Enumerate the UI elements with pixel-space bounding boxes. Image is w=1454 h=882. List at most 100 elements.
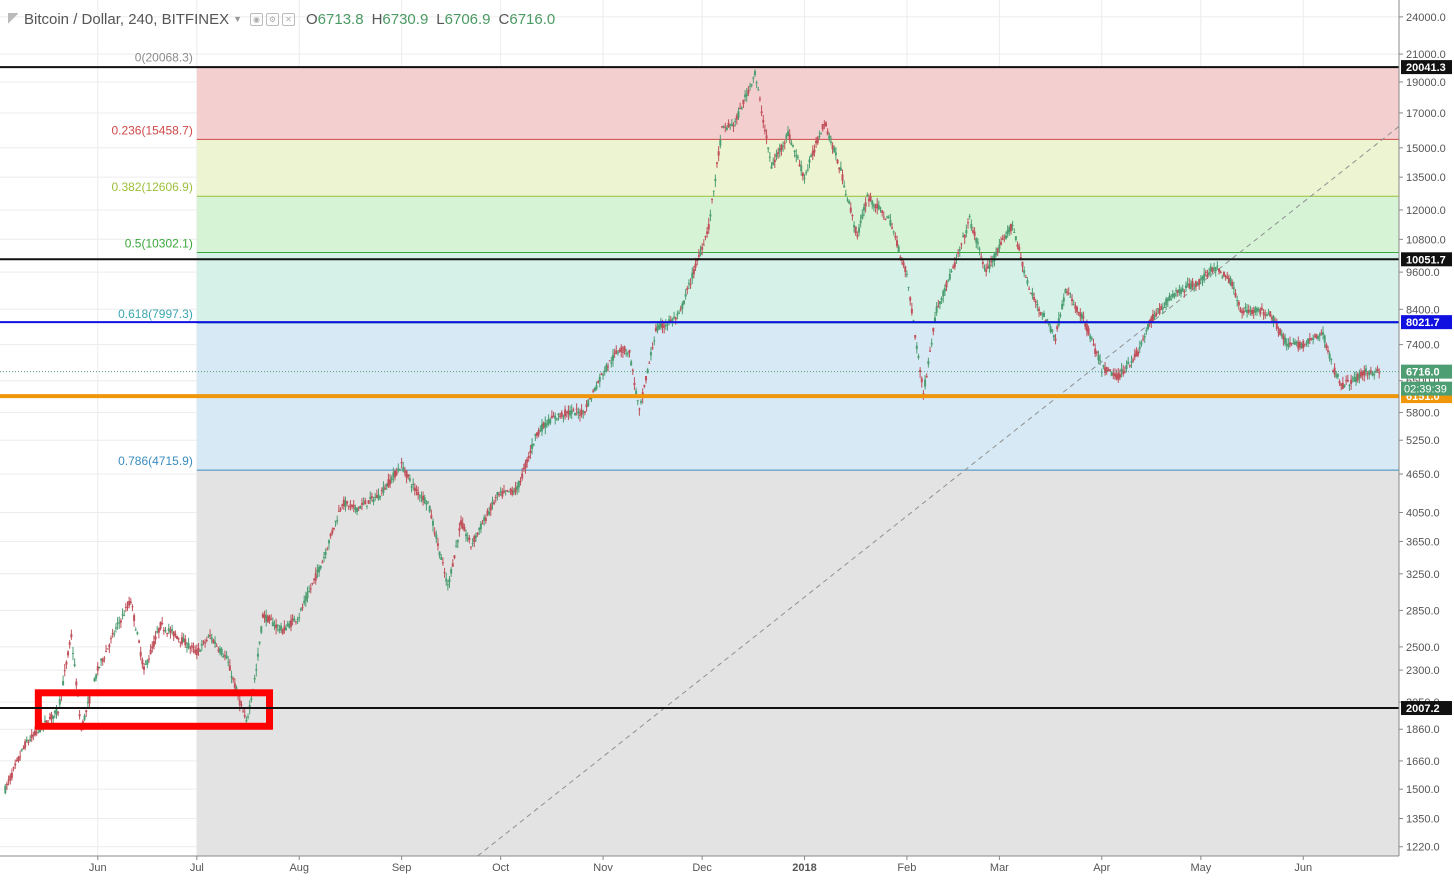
candle-body	[299, 608, 302, 611]
candle-body	[1269, 311, 1272, 317]
candle-body	[813, 149, 816, 153]
close-icon[interactable]: ✕	[282, 12, 295, 26]
symbol-title[interactable]: Bitcoin / Dollar, 240, BITFINEX	[24, 10, 230, 28]
highlight-box[interactable]	[34, 689, 274, 730]
candle-body	[235, 687, 238, 691]
candle-body	[697, 254, 700, 257]
time-axis[interactable]: Jun Jul Aug Sep Oct Nov Dec 2018 Feb Mar Apr May Jun	[0, 855, 1454, 882]
candle-body	[521, 473, 524, 479]
candle-body	[610, 362, 613, 364]
candle-body	[948, 273, 951, 280]
candle-body	[938, 301, 941, 305]
candle-body	[749, 85, 752, 87]
candle-body	[1341, 382, 1344, 389]
candle-body	[476, 532, 479, 535]
candle-body	[486, 510, 489, 515]
candle-body	[1080, 313, 1083, 319]
candle-body	[826, 131, 829, 135]
candle-body	[223, 655, 226, 657]
candle-body	[600, 373, 603, 375]
candle-body	[164, 629, 167, 632]
candle-body	[318, 566, 321, 573]
candle-body	[243, 715, 246, 717]
candle-body	[597, 381, 600, 383]
candle-body	[194, 649, 197, 653]
candle-body	[968, 215, 971, 217]
candle-body	[522, 468, 525, 470]
candle-body	[806, 169, 809, 171]
candle-body	[1285, 343, 1288, 346]
trend-line[interactable]	[477, 125, 1400, 857]
candle-body	[291, 618, 294, 621]
candle-body	[184, 639, 187, 646]
candle-body	[152, 640, 155, 647]
candle-body	[4, 785, 7, 794]
price-tick-label: 5800.0	[1406, 407, 1440, 419]
price-tick-label: 8400.0	[1406, 304, 1440, 316]
candle-body	[899, 256, 902, 258]
candle-body	[1237, 301, 1240, 306]
candle-body	[48, 717, 51, 719]
candle-body	[1293, 341, 1296, 345]
candle-body	[988, 264, 991, 269]
candle-body	[34, 730, 37, 736]
candle-body	[293, 618, 296, 622]
candle-body	[592, 390, 595, 392]
candle-body	[580, 410, 583, 415]
candle-body	[967, 222, 970, 224]
candle-body	[1227, 277, 1230, 283]
price-axis[interactable]: 24000.0 21000.0 19000.0 17000.0 15000.0 13500…	[1398, 0, 1454, 882]
candle-body	[512, 491, 515, 493]
candle-body	[280, 625, 283, 630]
candle-body	[83, 715, 86, 720]
candle-body	[694, 263, 697, 268]
candle-body	[902, 262, 905, 266]
candle-body	[1270, 317, 1273, 320]
candle-body	[514, 487, 517, 493]
candle-body	[534, 433, 537, 436]
candle-body	[455, 545, 458, 547]
settings-icon[interactable]: ⚙	[266, 12, 279, 26]
candle-body	[1239, 309, 1242, 312]
candle-body	[1373, 374, 1376, 376]
candle-body	[986, 266, 989, 269]
ohlc-close-key: C	[498, 10, 510, 28]
candle-body	[465, 534, 468, 537]
candle-body	[839, 167, 842, 171]
candle-body	[1340, 383, 1343, 386]
candle-body	[527, 456, 530, 458]
candle-body	[1280, 333, 1283, 337]
candle-body	[166, 633, 169, 635]
candle-body	[507, 491, 510, 493]
chevron-down-icon[interactable]: ▼	[233, 14, 242, 24]
candle-body	[55, 708, 58, 715]
candle-body	[1011, 224, 1014, 226]
candle-body	[1317, 335, 1320, 339]
fib-retracement[interactable]: 0(20068.3) 0.236(15458.7) 0.382(12606.9) 0.…	[111, 51, 1400, 856]
candle-body	[1074, 305, 1077, 309]
candle-body	[851, 215, 854, 217]
time-tick-label: Oct	[492, 862, 509, 874]
candle-body	[101, 658, 104, 662]
candle-body	[339, 509, 342, 511]
candle-body	[258, 641, 261, 644]
candle-body	[197, 647, 200, 651]
candle-body	[405, 470, 408, 478]
candle-body	[1052, 335, 1055, 338]
candle-body	[947, 280, 950, 282]
candle-body	[778, 148, 781, 152]
candle-body	[1181, 288, 1184, 292]
candle-body	[668, 319, 671, 322]
horizontal-lines[interactable]	[0, 66, 1399, 730]
candle-body	[1110, 371, 1113, 377]
candle-body	[1084, 323, 1087, 327]
eye-icon[interactable]: ◉	[250, 12, 263, 26]
candle-body	[623, 346, 626, 352]
fib-zone	[196, 196, 1400, 253]
candle-body	[119, 620, 122, 623]
candle-body	[369, 496, 372, 500]
candle-body	[179, 641, 182, 643]
candle-body	[711, 198, 714, 200]
